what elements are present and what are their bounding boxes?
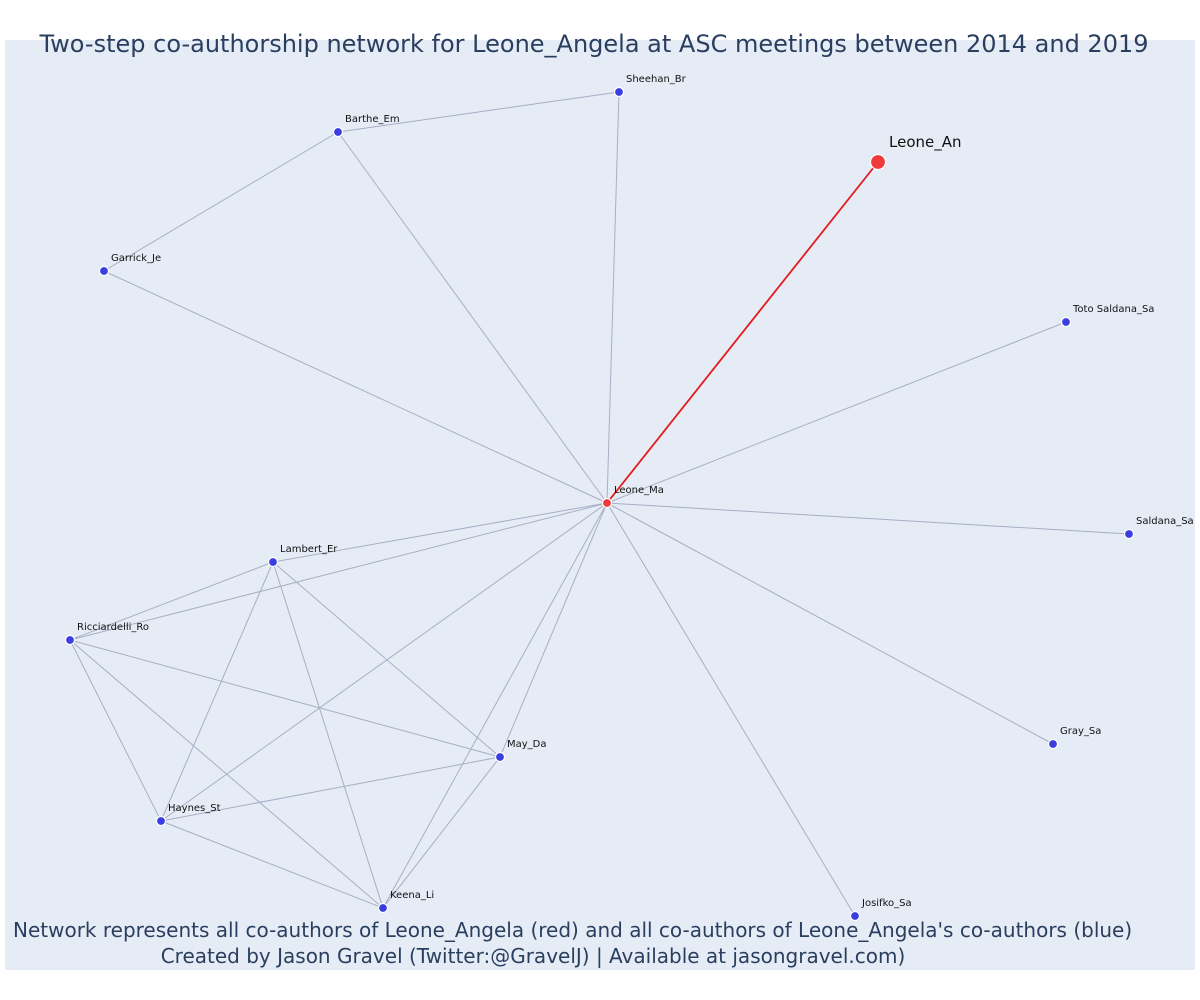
- edge-lambert-er-keena-li: [272, 561, 384, 909]
- edge-haynes-st-keena-li: [160, 820, 384, 909]
- node-label-may-da: May_Da: [507, 739, 547, 750]
- node-label-keena-li: Keena_Li: [390, 890, 434, 901]
- chart-title: Two-step co-authorship network for Leone…: [39, 30, 1149, 58]
- edge-haynes-st-leone-ma: [160, 502, 608, 822]
- node-label-leone-an: Leone_An: [889, 133, 962, 152]
- node-label-garrick-je: Garrick_Je: [111, 253, 161, 264]
- edge-keena-li-may-da: [382, 756, 501, 909]
- node-lambert-er[interactable]: [267, 556, 279, 568]
- node-label-leone-ma: Leone_Ma: [614, 485, 664, 496]
- node-ricciardelli-ro[interactable]: [64, 634, 76, 646]
- node-leone-ma[interactable]: [601, 497, 613, 509]
- edge-barthe-em-leone-ma: [337, 131, 608, 504]
- node-barthe-em[interactable]: [332, 126, 344, 138]
- node-toto-saldana-sa[interactable]: [1060, 316, 1072, 328]
- node-keena-li[interactable]: [377, 902, 389, 914]
- node-label-barthe-em: Barthe_Em: [345, 114, 400, 125]
- caption-description: Network represents all co-authors of Leo…: [13, 918, 1133, 942]
- nodes-layer: [64, 86, 1135, 922]
- edge-garrick-je-leone-ma: [103, 270, 608, 504]
- node-garrick-je[interactable]: [98, 265, 110, 277]
- node-label-toto-saldana-sa: Toto Saldana_Sa: [1072, 304, 1154, 315]
- edges-layer: [69, 91, 1130, 917]
- edge-leone-an-leone-ma: [606, 161, 879, 504]
- node-leone-an[interactable]: [869, 153, 887, 171]
- edge-may-da-leone-ma: [499, 502, 608, 758]
- edge-saldana-sa-leone-ma: [606, 502, 1130, 535]
- node-label-lambert-er: Lambert_Er: [280, 544, 338, 555]
- edge-barthe-em-sheehan-br: [337, 91, 620, 133]
- node-label-sheehan-br: Sheehan_Br: [626, 74, 687, 85]
- edge-haynes-st-may-da: [160, 756, 501, 822]
- node-gray-sa[interactable]: [1047, 738, 1059, 750]
- edge-ricciardelli-ro-keena-li: [69, 639, 384, 909]
- edge-josifko-sa-leone-ma: [606, 502, 856, 917]
- edge-ricciardelli-ro-leone-ma: [69, 502, 608, 641]
- node-may-da[interactable]: [494, 751, 506, 763]
- node-label-haynes-st: Haynes_St: [168, 803, 221, 814]
- node-label-saldana-sa: Saldana_Sa: [1136, 516, 1194, 527]
- edge-lambert-er-haynes-st: [160, 561, 274, 822]
- node-label-gray-sa: Gray_Sa: [1060, 726, 1101, 737]
- labels-layer: Leone_An Leone_Ma Sheehan_Br Barthe_Em Garri…: [77, 74, 1194, 909]
- edge-ricciardelli-ro-may-da: [69, 639, 501, 758]
- edge-lambert-er-may-da: [272, 561, 501, 758]
- node-label-ricciardelli-ro: Ricciardelli_Ro: [77, 622, 149, 633]
- edge-toto-saldana-sa-leone-ma: [606, 321, 1067, 504]
- node-josifko-sa[interactable]: [849, 910, 861, 922]
- edge-lambert-er-leone-ma: [272, 502, 608, 563]
- edge-keena-li-leone-ma: [382, 502, 608, 909]
- edge-barthe-em-garrick-je: [103, 131, 339, 272]
- node-label-josifko-sa: Josifko_Sa: [861, 898, 912, 909]
- caption-credit: Created by Jason Gravel (Twitter:@Gravel…: [160, 944, 906, 968]
- edge-lambert-er-ricciardelli-ro: [69, 561, 274, 641]
- node-sheehan-br[interactable]: [613, 86, 625, 98]
- node-haynes-st[interactable]: [155, 815, 167, 827]
- node-saldana-sa[interactable]: [1123, 528, 1135, 540]
- edge-sheehan-br-leone-ma: [606, 91, 620, 504]
- edge-ricciardelli-ro-haynes-st: [69, 639, 162, 822]
- edge-gray-sa-leone-ma: [606, 502, 1054, 745]
